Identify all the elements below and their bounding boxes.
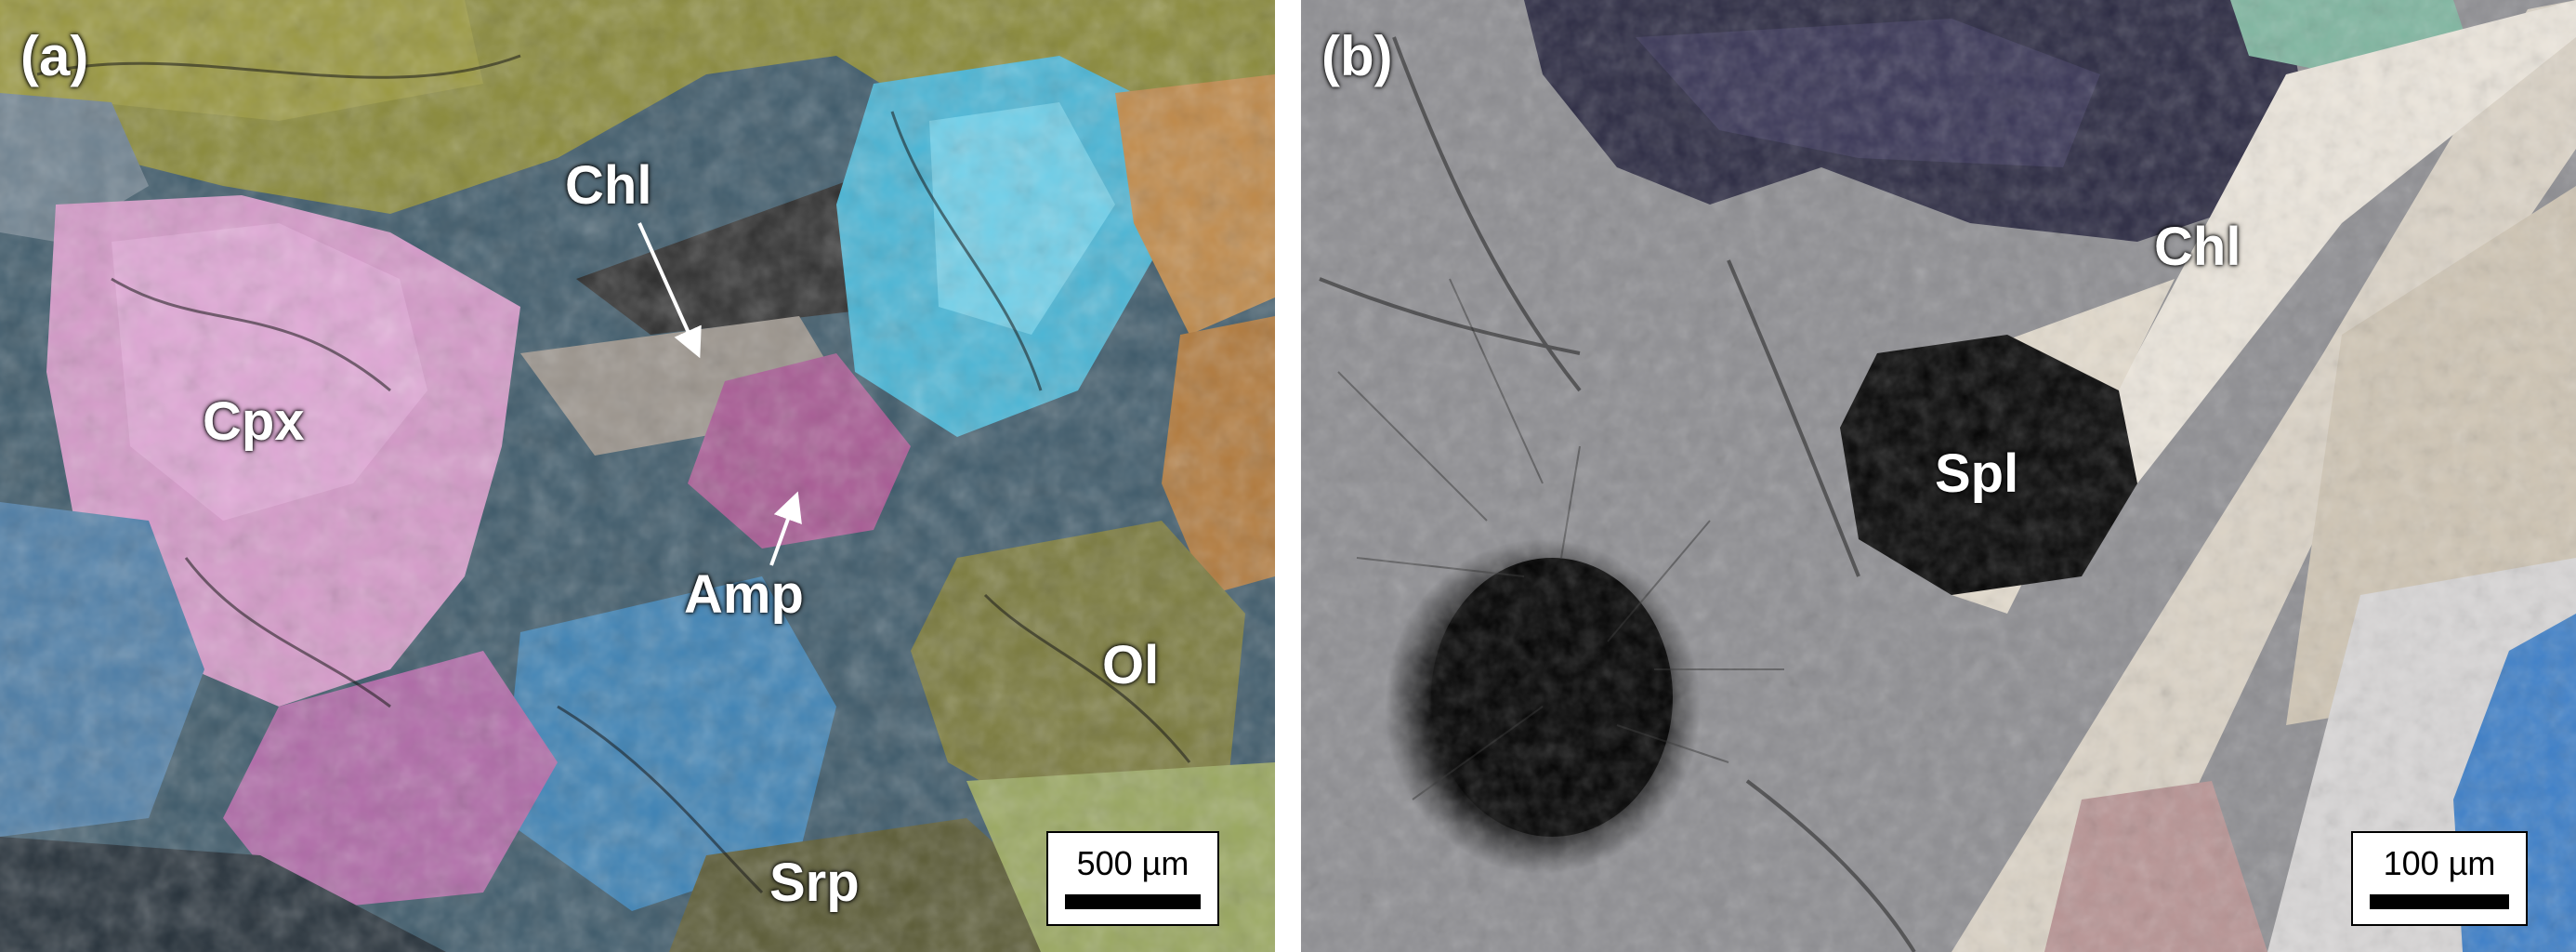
micrograph-panel-b: (b) Chl Spl 100 µm: [1301, 0, 2576, 952]
scale-bar-label-a: 500 µm: [1076, 844, 1189, 882]
scale-bar-line-a: [1065, 894, 1201, 909]
scale-bar-b: 100 µm: [2351, 831, 2528, 926]
micrograph-image-a: [0, 0, 1275, 952]
scale-bar-label-b: 100 µm: [2383, 844, 2496, 882]
panel-letter-a: (a): [20, 25, 89, 87]
scale-bar-line-b: [2370, 894, 2509, 909]
scale-bar-a: 500 µm: [1046, 831, 1219, 926]
mineral-label-chl-a: Chl: [565, 155, 652, 216]
mineral-label-amp: Amp: [684, 564, 804, 625]
mineral-label-spl: Spl: [1935, 443, 2019, 504]
panel-letter-b: (b): [1321, 25, 1393, 87]
mineral-label-ol: Ol: [1102, 635, 1160, 695]
mineral-label-chl-b: Chl: [2154, 217, 2241, 277]
mineral-label-srp: Srp: [769, 853, 860, 913]
micrograph-panel-a: (a) Chl Cpx Amp Ol Srp 500 µm: [0, 0, 1275, 952]
mineral-label-cpx: Cpx: [203, 391, 305, 452]
micrograph-image-b: [1301, 0, 2576, 952]
